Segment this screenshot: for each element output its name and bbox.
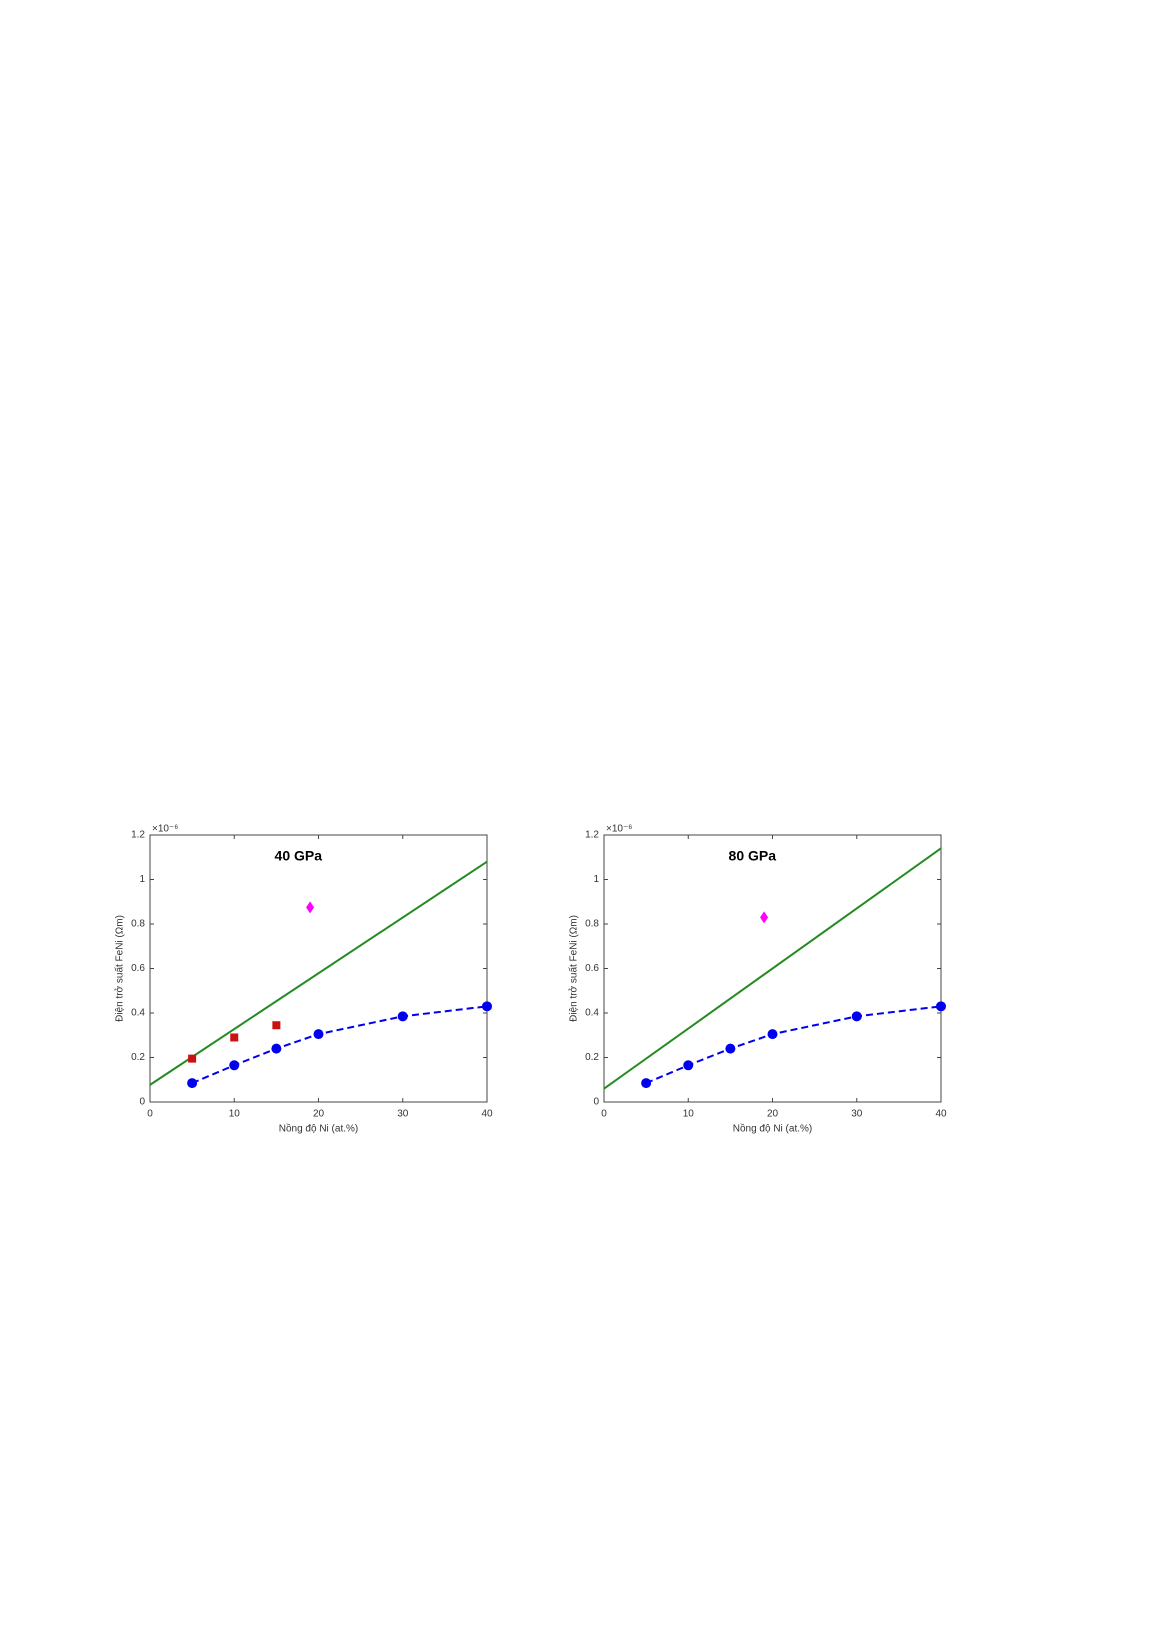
point — [725, 1043, 736, 1054]
y-multiplier: ×10⁻⁶ — [606, 824, 632, 835]
x-tick-label: 20 — [767, 1109, 779, 1120]
x-axis-label: Nồng độ Ni (at.%) — [279, 1123, 358, 1135]
y-tick-label: 1 — [139, 874, 145, 885]
x-tick-label: 10 — [683, 1109, 695, 1120]
x-tick-label: 0 — [147, 1109, 153, 1120]
x-tick-label: 30 — [397, 1109, 409, 1120]
x-tick-label: 30 — [851, 1109, 863, 1120]
point — [187, 1078, 198, 1089]
data-line — [645, 1005, 942, 1085]
y-tick-label: 1.2 — [585, 830, 599, 841]
y-tick-label: 0.4 — [585, 1008, 599, 1019]
point — [851, 1011, 862, 1022]
point — [271, 1043, 282, 1054]
point — [683, 1060, 694, 1071]
point — [188, 1054, 197, 1063]
x-tick-label: 40 — [481, 1109, 493, 1120]
point — [641, 1078, 652, 1089]
point — [397, 1011, 408, 1022]
chart-title: 80 GPa — [729, 848, 777, 864]
y-tick-label: 0.2 — [585, 1052, 599, 1063]
x-tick-label: 40 — [935, 1109, 947, 1120]
y-tick-label: 0.6 — [131, 963, 145, 974]
point — [760, 911, 769, 924]
chart: 0 0.2 0.4 0.6 0.8 1 1.2 0 10 20 30 40 ×10⁻⁶ 80 GPa Nồn… — [568, 824, 947, 1135]
y-axis-label: Điện trở suất FeNi (Ωm) — [568, 915, 580, 1022]
y-tick-label: 0 — [139, 1097, 145, 1108]
y-tick-label: 1 — [593, 874, 599, 885]
point — [230, 1033, 239, 1042]
x-tick-label: 20 — [313, 1109, 325, 1120]
y-tick-label: 0.8 — [131, 919, 145, 930]
point — [313, 1029, 324, 1040]
x-tick-label: 10 — [229, 1109, 241, 1120]
point — [767, 1029, 778, 1040]
chart: 0 0.2 0.4 0.6 0.8 1 1.2 0 10 20 30 40 ×10⁻⁶ 40 GPa Nồn… — [114, 824, 493, 1135]
data-line — [191, 1005, 488, 1085]
point — [229, 1060, 240, 1071]
data-line — [603, 847, 942, 1090]
point — [936, 1001, 946, 1012]
point — [306, 901, 315, 914]
chart-title: 40 GPa — [275, 848, 323, 864]
x-tick-label: 0 — [601, 1109, 607, 1120]
y-multiplier: ×10⁻⁶ — [152, 824, 178, 835]
x-axis-label: Nồng độ Ni (at.%) — [733, 1123, 812, 1135]
y-tick-label: 0.8 — [585, 919, 599, 930]
plot-frame — [149, 834, 488, 1103]
data-line — [149, 860, 488, 1086]
y-tick-label: 0.4 — [131, 1008, 145, 1019]
point — [482, 1001, 492, 1012]
y-tick-label: 0 — [593, 1097, 599, 1108]
y-tick-label: 0.6 — [585, 963, 599, 974]
y-axis-label: Điện trở suất FeNi (Ωm) — [114, 915, 126, 1022]
y-tick-label: 0.2 — [131, 1052, 145, 1063]
point — [272, 1021, 281, 1030]
y-tick-label: 1.2 — [131, 830, 145, 841]
